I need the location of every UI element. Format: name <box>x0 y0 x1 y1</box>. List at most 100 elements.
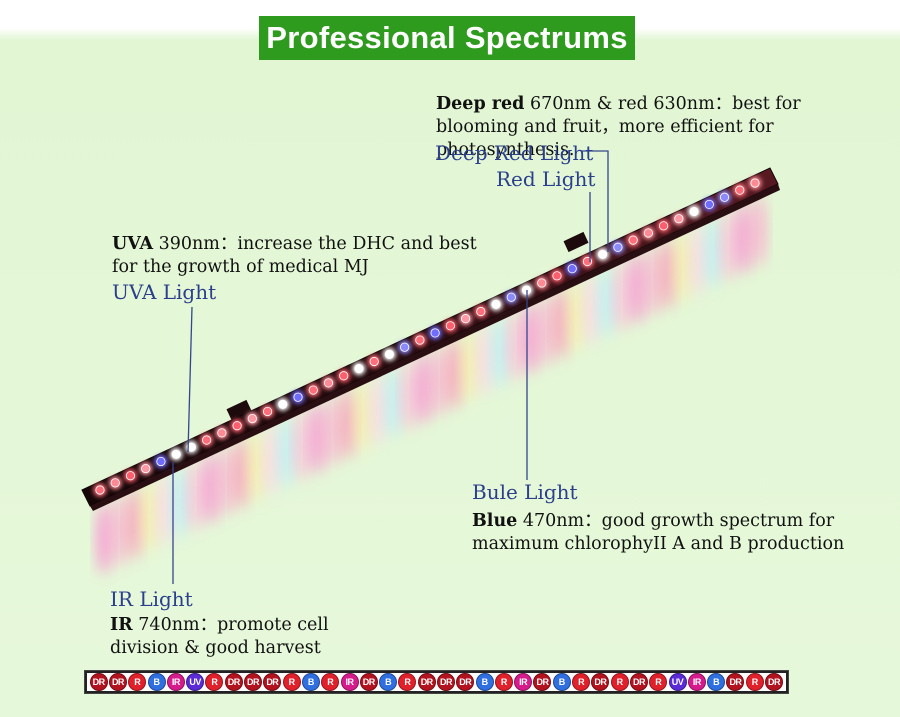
led <box>674 214 684 224</box>
blue-light-label: Bule Light <box>472 480 578 504</box>
uva-text: 390nm：increase the DHC and best for the … <box>112 234 477 277</box>
led-row <box>93 176 762 497</box>
led <box>262 406 273 417</box>
light-beam <box>279 416 294 489</box>
led-chip-b: B <box>147 673 166 691</box>
led-chip-b: B <box>707 673 726 691</box>
led <box>476 306 486 317</box>
led-chip-r: R <box>494 673 513 691</box>
led <box>719 192 730 202</box>
light-beam <box>508 309 523 382</box>
light-beam <box>203 452 218 525</box>
led-chip-uv: UV <box>668 673 687 691</box>
led <box>293 392 303 402</box>
light-beam <box>401 359 416 432</box>
led-chip-dr: DR <box>244 673 263 691</box>
light-beam <box>127 487 142 560</box>
led <box>217 428 227 438</box>
ir-name: IR <box>110 615 133 635</box>
light-beam <box>295 409 310 482</box>
led-chip-dr: DR <box>726 673 745 691</box>
light-beam <box>112 494 127 567</box>
light-beam <box>173 466 188 539</box>
led-chip-dr: DR <box>629 673 648 691</box>
deep-red-light-label: Deep Red Light <box>435 141 594 165</box>
led <box>430 328 440 338</box>
led <box>141 463 151 474</box>
deep-red-leader-line <box>582 150 609 252</box>
light-beam <box>371 373 386 446</box>
led <box>552 271 562 281</box>
led <box>110 478 120 488</box>
led-chip-dr: DR <box>765 673 784 691</box>
light-beam <box>432 344 447 417</box>
led-chip-b: B <box>552 673 571 691</box>
led-chip-r: R <box>282 673 301 691</box>
light-beam <box>264 423 279 496</box>
led-chip-dr: DR <box>89 673 108 691</box>
led-chip-dr: DR <box>591 673 610 691</box>
light-beam <box>721 209 736 282</box>
led <box>202 435 212 445</box>
blue-description: Blue 470nm：good growth spectrum for maxi… <box>472 510 872 556</box>
led <box>95 485 105 495</box>
led <box>750 178 760 188</box>
led <box>445 321 455 331</box>
led <box>156 456 166 467</box>
uva-leader-line <box>187 306 193 453</box>
light-beam <box>493 316 508 389</box>
led-chip-dr: DR <box>417 673 436 691</box>
led-chip-b: B <box>475 673 494 691</box>
led <box>628 235 638 245</box>
blue-text: 470nm：good growth spectrum for maximum c… <box>472 511 845 554</box>
deep-red-description: Deep red 670nm & red 630nm：best for bloo… <box>436 93 886 162</box>
light-beam <box>310 402 325 475</box>
led-chip-ir: IR <box>166 673 185 691</box>
light-beam <box>355 380 370 453</box>
led <box>308 385 318 395</box>
light-beam <box>660 237 675 310</box>
led <box>400 342 410 352</box>
ir-text: 740nm：promote cell division & good harve… <box>110 615 329 658</box>
red-light-label: Red Light <box>496 167 596 191</box>
led-chip-dr: DR <box>263 673 282 691</box>
light-beam <box>752 195 766 267</box>
led-chip-ir: IR <box>514 673 533 691</box>
light-beam <box>630 252 645 325</box>
deep-red-name: Deep red <box>436 94 525 114</box>
light-beam <box>538 294 553 367</box>
blue-name: Blue <box>472 511 518 531</box>
led <box>354 364 364 374</box>
led-chip-r: R <box>128 673 147 691</box>
led-chip-r: R <box>321 673 340 691</box>
led-chip-dr: DR <box>224 673 243 691</box>
led <box>506 292 516 302</box>
light-beam <box>553 287 568 360</box>
led <box>278 399 288 409</box>
uva-description: UVA 390nm：increase the DHC and best for … <box>112 233 492 279</box>
light-beam <box>569 280 584 353</box>
light-beam <box>234 437 249 510</box>
light-beam <box>218 444 233 517</box>
led-chip-dr: DR <box>533 673 552 691</box>
led <box>689 206 699 217</box>
led-chip-ir: IR <box>687 673 706 691</box>
light-beam <box>462 330 477 403</box>
led-sequence-strip: DR DR R B IR UV R DR DR DR R B R IR DR B R DR DR DR B R IR DR B R… <box>84 670 789 694</box>
light-beam <box>614 259 629 332</box>
led <box>460 314 471 324</box>
mount-bracket <box>226 399 252 421</box>
uva-name: UVA <box>112 234 154 254</box>
led-chip-r: R <box>205 673 224 691</box>
page-title: Professional Spectrums <box>259 16 635 60</box>
led <box>567 264 577 274</box>
light-beam <box>188 459 203 532</box>
led <box>339 371 349 381</box>
led-chip-r: R <box>398 673 417 691</box>
deep-red-text: 670nm & red 630nm：best for blooming and … <box>436 94 801 160</box>
light-beam <box>249 430 264 503</box>
light-beam <box>736 202 751 275</box>
light-bar-edge <box>90 184 780 511</box>
light-beam <box>142 480 157 553</box>
ir-light-label: IR Light <box>110 587 193 611</box>
